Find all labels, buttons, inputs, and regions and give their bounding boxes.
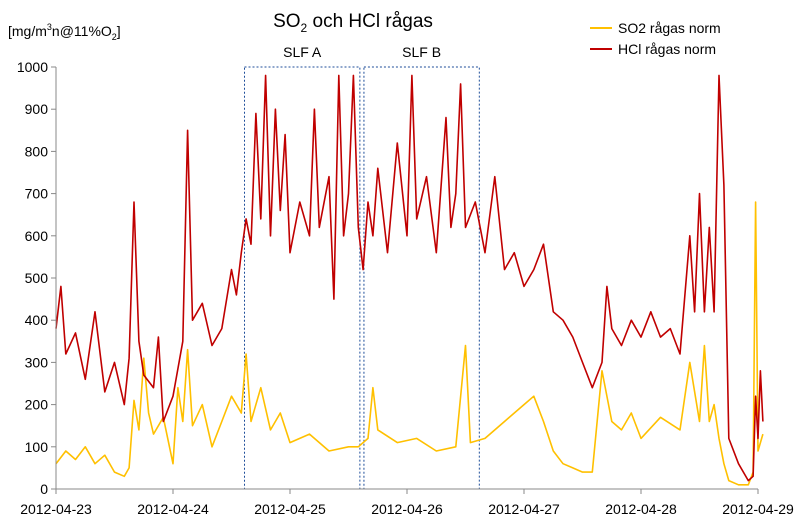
y-axis-ticks: 0 100 200 300 400 500 600 700 800 900 1000: [17, 59, 56, 497]
chart-title: SO2 och HCl rågas: [273, 11, 433, 35]
y-tick-label: 100: [25, 439, 49, 455]
x-tick-label: 2012-04-27: [488, 501, 560, 517]
series-line-0: [55, 201, 764, 486]
legend-label-hcl: HCl rågas norm: [618, 41, 716, 57]
legend: SO2 rågas norm HCl rågas norm: [590, 20, 721, 57]
region-box: [363, 66, 480, 490]
y-tick-label: 1000: [17, 59, 48, 75]
x-tick-label: 2012-04-28: [605, 501, 677, 517]
y-tick-label: 0: [40, 481, 48, 497]
x-axis-ticks: 2012-04-23 2012-04-24 2012-04-25 2012-04-26…: [20, 489, 794, 517]
y-tick-label: 500: [25, 270, 49, 286]
series-line-1: [55, 74, 764, 482]
y-tick-label: 600: [25, 228, 49, 244]
y-tick-label: 900: [25, 101, 49, 117]
y-axis-label: [mg/m3n@11%O2]: [8, 22, 121, 42]
series-lines: [55, 74, 764, 486]
x-tick-label: 2012-04-25: [254, 501, 326, 517]
x-tick-label: 2012-04-26: [371, 501, 443, 517]
x-tick-label: 2012-04-23: [20, 501, 92, 517]
y-tick-label: 300: [25, 354, 49, 370]
y-tick-label: 400: [25, 312, 49, 328]
x-tick-label: 2012-04-24: [137, 501, 209, 517]
y-tick-label: 200: [25, 397, 49, 413]
region-box: [244, 66, 361, 490]
region-label: SLF B: [402, 44, 441, 60]
x-tick-label: 2012-04-29: [722, 501, 794, 517]
region-label: SLF A: [283, 44, 322, 60]
region-boxes: SLF A SLF B: [244, 44, 480, 490]
y-tick-label: 700: [25, 186, 49, 202]
y-tick-label: 800: [25, 143, 49, 159]
legend-label-so2: SO2 rågas norm: [618, 20, 721, 36]
